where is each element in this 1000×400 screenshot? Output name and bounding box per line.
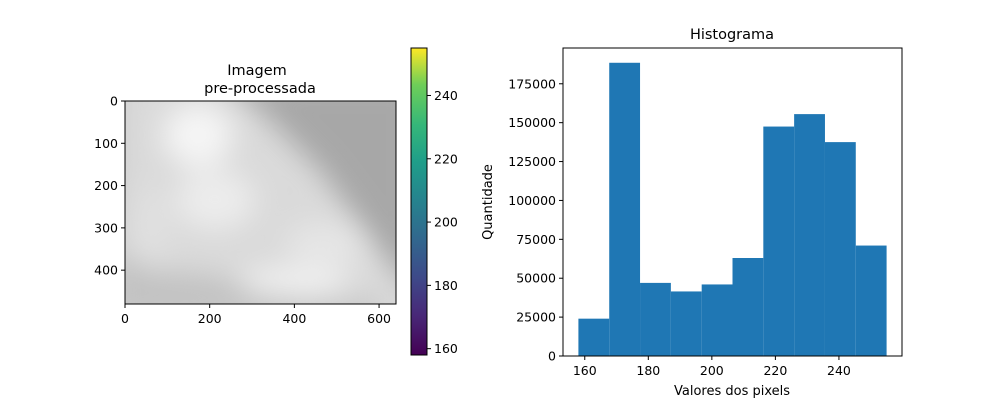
- histogram-x-tick-label: 160: [573, 363, 597, 378]
- colorbar-tick-label: 240: [434, 88, 458, 103]
- colorbar-tick-label: 200: [434, 215, 458, 230]
- image-y-tick-label: 400: [94, 263, 118, 278]
- image-panel: Imagem pre-processada 0 200 400 600 0 100 200…: [94, 63, 397, 326]
- image-y-tick-label: 100: [94, 136, 118, 151]
- image-y-tick-label: 300: [94, 220, 118, 235]
- histogram-x-tick-label: 220: [763, 363, 787, 378]
- histogram-title: Histograma: [690, 27, 774, 43]
- histogram-bar: [640, 282, 671, 356]
- histogram-y-tick-label: 175000: [508, 76, 556, 91]
- histogram-bar: [578, 318, 610, 356]
- histogram-y-tick-label: 125000: [508, 154, 556, 169]
- image-title-line-2: pre-processada: [204, 81, 316, 97]
- histogram-bars: [578, 62, 887, 357]
- histogram-y-tick-label: 150000: [508, 115, 556, 130]
- histogram-x-axis: 160 180 200 220 240: [573, 356, 851, 378]
- image-x-tick-label: 600: [367, 311, 391, 326]
- histogram-bar: [732, 258, 764, 356]
- histogram-bar: [824, 142, 856, 356]
- image-x-tick-label: 200: [198, 311, 222, 326]
- histogram-y-tick-label: 0: [548, 349, 556, 364]
- histogram-x-label: Valores dos pixels: [674, 384, 790, 399]
- image-x-axis: 0 200 400 600: [121, 304, 391, 326]
- image-title-line-1: Imagem: [227, 63, 287, 79]
- histogram-x-tick-label: 240: [827, 363, 851, 378]
- histogram-bar: [609, 62, 641, 357]
- histogram-x-tick-label: 180: [636, 363, 660, 378]
- histogram-frame: [562, 47, 903, 357]
- histogram-panel: Histograma 160 180 200 220 240 0 25000 50000 75…: [481, 27, 903, 399]
- histogram-bar: [855, 245, 887, 356]
- histogram-y-axis: 0 25000 50000 75000 100000 125000 150000 175000: [508, 76, 563, 364]
- histogram-bar: [701, 284, 733, 356]
- image-x-tick-label: 0: [121, 311, 129, 326]
- histogram-y-tick-label: 75000: [516, 232, 556, 247]
- image-y-tick-label: 200: [94, 178, 118, 193]
- histogram-y-tick-label: 100000: [508, 193, 556, 208]
- histogram-bar: [794, 114, 825, 356]
- histogram-y-tick-label: 25000: [516, 310, 556, 325]
- preprocessed-image: [125, 101, 396, 304]
- histogram-y-label: Quantidade: [481, 164, 496, 240]
- colorbar-axis: 160 180 200 220 240: [427, 88, 458, 356]
- histogram-bar: [763, 126, 795, 356]
- image-y-tick-label: 0: [110, 94, 118, 109]
- image-frame: [124, 100, 397, 305]
- histogram-bar: [670, 291, 702, 356]
- colorbar-tick-label: 220: [434, 151, 458, 166]
- colorbar: 160 180 200 220 240: [410, 47, 458, 356]
- histogram-x-tick-label: 200: [700, 363, 724, 378]
- colorbar-tick-label: 180: [434, 278, 458, 293]
- colorbar-gradient: [410, 47, 428, 356]
- histogram-y-tick-label: 50000: [516, 271, 556, 286]
- image-y-axis: 0 100 200 300 400: [94, 94, 125, 278]
- image-x-tick-label: 400: [282, 311, 306, 326]
- colorbar-tick-label: 160: [434, 341, 458, 356]
